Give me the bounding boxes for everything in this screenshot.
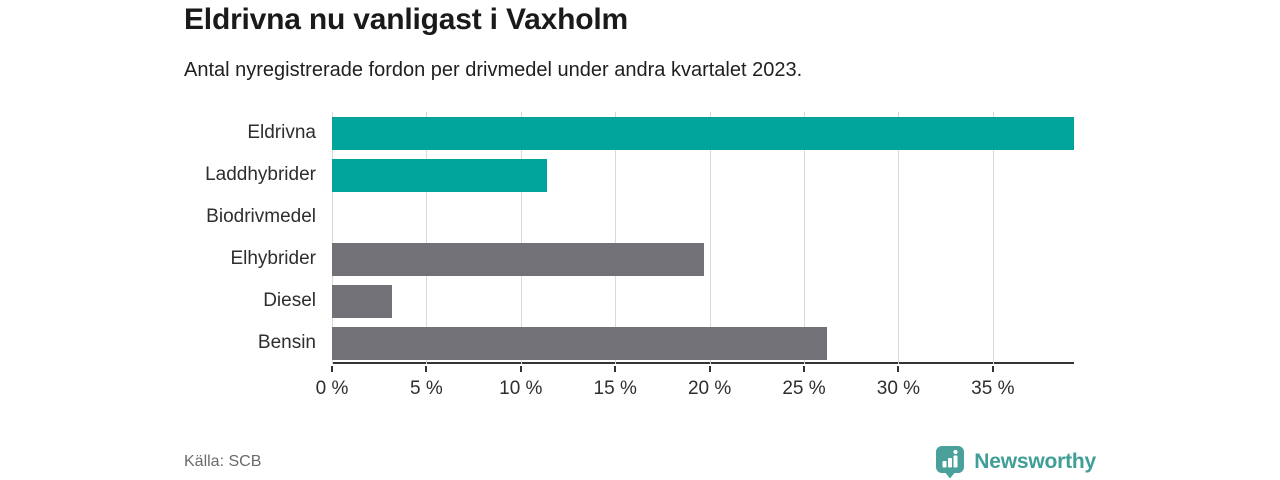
category-label: Bensin: [257, 332, 316, 353]
newsworthy-logo-icon: [935, 445, 965, 479]
gridline: [709, 112, 711, 364]
plot-area: 0 % 5 % 10 % 15 % 20 % 25 % 30 % 35 %: [316, 112, 1074, 399]
category-label: Biodrivmedel: [206, 206, 316, 227]
x-axis-tick-label: 10 %: [499, 378, 543, 399]
gridline: [992, 112, 994, 364]
category-label: Elhybrider: [230, 248, 316, 269]
x-axis-tick: [425, 366, 428, 372]
bar: [332, 284, 393, 318]
x-axis-tick-label: 20 %: [687, 378, 732, 399]
x-axis-tick: [897, 366, 900, 372]
chart-title: Eldrivna nu vanligast i Vaxholm: [184, 3, 628, 36]
x-axis-tick-label: 25 %: [782, 378, 826, 399]
x-axis-tick: [991, 366, 994, 372]
footer: Källa: SCB Newsworthy: [184, 444, 1096, 480]
x-axis-tick-label: 0 %: [315, 378, 349, 399]
bar: [332, 116, 1074, 150]
x-axis-tick: [803, 366, 805, 372]
x-axis-tick: [519, 366, 522, 372]
x-axis-tick-label: 5 %: [410, 378, 443, 399]
x-axis-tick: [708, 366, 711, 372]
x-axis-tick: [614, 366, 617, 372]
category-label: Diesel: [263, 290, 316, 311]
gridline: [426, 112, 428, 364]
brand-lockup: Newsworthy: [935, 445, 1096, 479]
brand-name: Newsworthy: [974, 450, 1096, 473]
gridline: [898, 112, 900, 364]
category-label: Laddhybrider: [205, 164, 316, 185]
category-label: Eldrivna: [247, 122, 316, 143]
gridline: [615, 112, 617, 364]
x-axis-tick-label: 35 %: [971, 378, 1015, 399]
bar: [332, 158, 548, 192]
bar: [332, 326, 827, 360]
source-credit: Källa: SCB: [184, 453, 262, 470]
chart-subtitle: Antal nyregistrerade fordon per drivmede…: [184, 59, 803, 81]
gridline: [332, 112, 333, 364]
gridline: [520, 112, 522, 364]
x-axis-tick-label: 15 %: [593, 378, 637, 399]
x-axis-tick: [331, 366, 333, 372]
x-axis-tick-label: 30 %: [876, 378, 921, 399]
category-labels: Eldrivna Laddhybrider Biodrivmedel Elhybrid…: [0, 112, 316, 364]
bar: [332, 242, 704, 276]
gridline: [804, 112, 805, 364]
